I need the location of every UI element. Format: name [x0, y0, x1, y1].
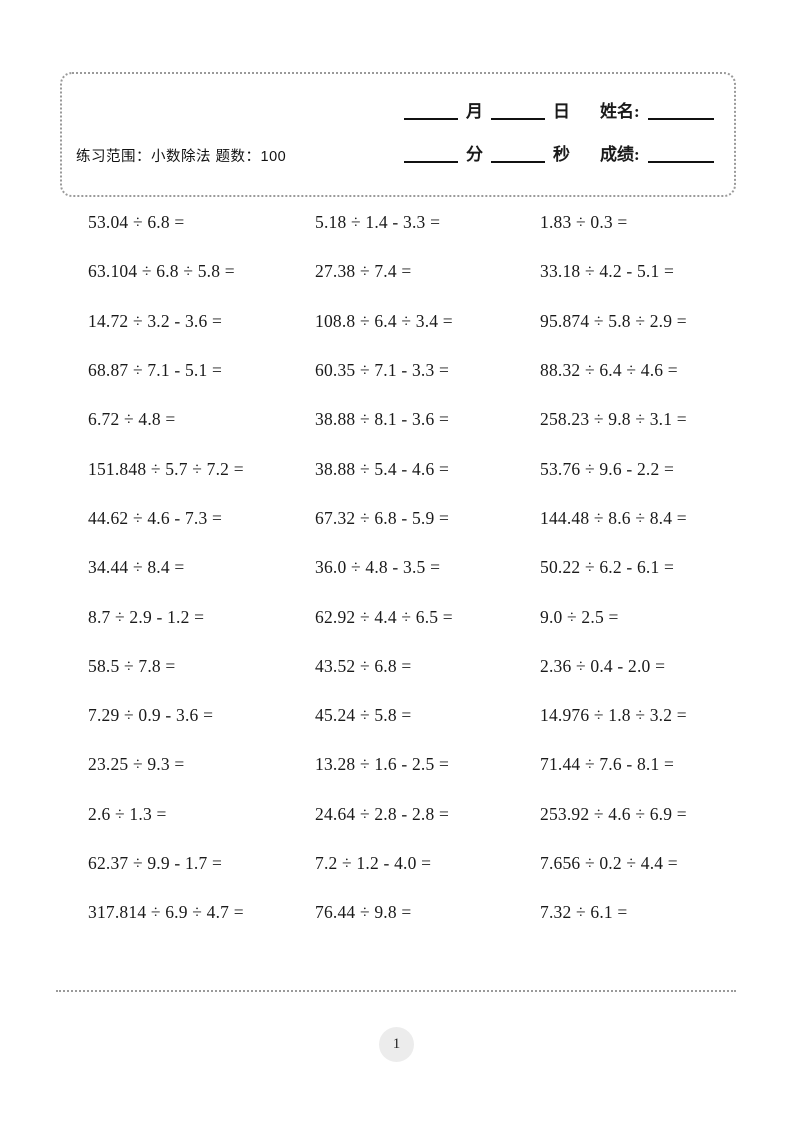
problem-cell: 151.848 ÷ 5.7 ÷ 7.2 = [88, 458, 244, 479]
problem-cell: 108.8 ÷ 6.4 ÷ 3.4 = [315, 310, 453, 331]
name-blank-line [647, 101, 714, 120]
problem-cell: 68.87 ÷ 7.1 - 5.1 = [88, 360, 223, 381]
problem-cell: 38.88 ÷ 5.4 - 4.6 = [315, 458, 450, 479]
header-fill-in-fields: 月 日 姓名: 分 秒 成绩: [404, 96, 714, 182]
problem-cell: 60.35 ÷ 7.1 - 3.3 = [315, 360, 450, 381]
problem-cell: 67.32 ÷ 6.8 - 5.9 = [315, 507, 450, 528]
minute-blank-line [404, 144, 458, 163]
problem-cell: 95.874 ÷ 5.8 ÷ 2.9 = [540, 310, 687, 331]
problem-cell: 144.48 ÷ 8.6 ÷ 8.4 = [540, 507, 687, 528]
problem-cell: 14.72 ÷ 3.2 - 3.6 = [88, 310, 223, 331]
problem-cell: 2.6 ÷ 1.3 = [88, 803, 167, 824]
second-blank-line [491, 144, 545, 163]
problems-grid: 53.04 ÷ 6.8 = 5.18 ÷ 1.4 - 3.3 = 1.83 ÷ 0.… [88, 198, 758, 937]
date-row: 月 日 姓名: [404, 96, 714, 122]
score-blank-line [647, 144, 714, 163]
problem-cell: 44.62 ÷ 4.6 - 7.3 = [88, 507, 223, 528]
problem-cell: 258.23 ÷ 9.8 ÷ 3.1 = [540, 409, 687, 430]
footer-dotted-divider [56, 990, 736, 992]
problem-cell: 7.32 ÷ 6.1 = [540, 902, 628, 923]
problem-cell: 62.37 ÷ 9.9 - 1.7 = [88, 853, 223, 873]
problem-cell: 50.22 ÷ 6.2 - 6.1 = [540, 557, 675, 578]
problem-cell: 88.32 ÷ 6.4 ÷ 4.6 = [540, 360, 678, 381]
problem-cell: 253.92 ÷ 4.6 ÷ 6.9 = [540, 803, 687, 824]
worksheet-header-box: 练习范围：小数除法 题数：100 月 日 姓名: 分 秒 成绩: [60, 72, 736, 197]
problem-cell: 43.52 ÷ 6.8 = [315, 655, 412, 676]
problem-cell: 7.2 ÷ 1.2 - 4.0 = [315, 853, 432, 873]
problem-cell: 8.7 ÷ 2.9 - 1.2 = [88, 606, 205, 627]
day-blank-line [491, 101, 545, 120]
problem-cell: 7.29 ÷ 0.9 - 3.6 = [88, 705, 214, 726]
problem-cell: 2.36 ÷ 0.4 - 2.0 = [540, 655, 666, 676]
problem-cell: 36.0 ÷ 4.8 - 3.5 = [315, 557, 441, 578]
day-label: 日 [553, 102, 570, 121]
problem-cell: 71.44 ÷ 7.6 - 8.1 = [540, 754, 675, 775]
month-blank-line [404, 101, 458, 120]
problem-cell: 6.72 ÷ 4.8 = [88, 409, 176, 430]
problem-cell: 7.656 ÷ 0.2 ÷ 4.4 = [540, 853, 678, 873]
problem-cell: 53.04 ÷ 6.8 = [88, 212, 185, 233]
problem-cell: 14.976 ÷ 1.8 ÷ 3.2 = [540, 705, 687, 726]
problem-cell: 62.92 ÷ 4.4 ÷ 6.5 = [315, 606, 453, 627]
time-score-row: 分 秒 成绩: [404, 139, 714, 165]
problem-cell: 317.814 ÷ 6.9 ÷ 4.7 = [88, 902, 244, 923]
problem-cell: 58.5 ÷ 7.8 = [88, 655, 176, 676]
second-label: 秒 [553, 145, 570, 164]
problem-cell: 1.83 ÷ 0.3 = [540, 212, 628, 233]
problem-cell: 13.28 ÷ 1.6 - 2.5 = [315, 754, 450, 775]
problem-cell: 45.24 ÷ 5.8 = [315, 705, 412, 726]
score-label: 成绩: [600, 145, 640, 164]
page-number: 1 [392, 1036, 401, 1052]
minute-label: 分 [466, 145, 483, 164]
name-label: 姓名: [600, 102, 640, 121]
problem-cell: 9.0 ÷ 2.5 = [540, 606, 619, 627]
page-number-badge: 1 [379, 1027, 414, 1062]
problem-cell: 24.64 ÷ 2.8 - 2.8 = [315, 803, 450, 824]
problem-cell: 5.18 ÷ 1.4 - 3.3 = [315, 212, 441, 233]
problem-cell: 34.44 ÷ 8.4 = [88, 557, 185, 578]
problem-cell: 38.88 ÷ 8.1 - 3.6 = [315, 409, 450, 430]
problem-cell: 76.44 ÷ 9.8 = [315, 902, 412, 923]
problem-cell: 53.76 ÷ 9.6 - 2.2 = [540, 458, 675, 479]
problem-cell: 23.25 ÷ 9.3 = [88, 754, 185, 775]
practice-range-label: 练习范围：小数除法 题数：100 [76, 149, 287, 165]
problem-cell: 27.38 ÷ 7.4 = [315, 261, 412, 282]
problem-cell: 63.104 ÷ 6.8 ÷ 5.8 = [88, 261, 235, 282]
month-label: 月 [466, 102, 483, 121]
problem-cell: 33.18 ÷ 4.2 - 5.1 = [540, 261, 675, 282]
